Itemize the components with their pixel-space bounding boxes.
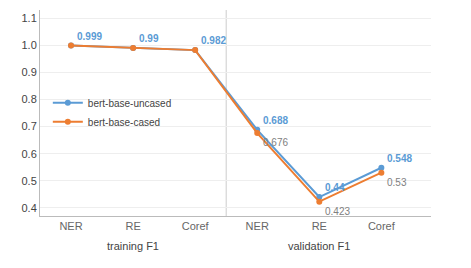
svg-text:0.99: 0.99 [139, 33, 159, 44]
svg-text:0.7: 0.7 [22, 120, 37, 132]
svg-text:0.4: 0.4 [22, 202, 37, 214]
svg-text:Coref: Coref [182, 220, 210, 232]
svg-text:0.676: 0.676 [263, 137, 288, 148]
svg-text:0.999: 0.999 [77, 31, 102, 42]
svg-text:0.53: 0.53 [387, 177, 407, 188]
svg-text:1.0: 1.0 [22, 39, 37, 51]
svg-text:0.44: 0.44 [325, 182, 345, 193]
svg-text:0.6: 0.6 [22, 148, 37, 160]
svg-text:NER: NER [246, 220, 269, 232]
svg-text:bert-base-uncased: bert-base-uncased [88, 98, 171, 109]
svg-text:0.982: 0.982 [201, 35, 226, 46]
svg-text:0.5: 0.5 [22, 175, 37, 187]
svg-text:0.9: 0.9 [22, 66, 37, 78]
svg-text:validation F1: validation F1 [288, 240, 350, 252]
svg-text:1.1: 1.1 [22, 12, 37, 24]
svg-text:0.548: 0.548 [387, 153, 412, 164]
svg-text:RE: RE [125, 220, 140, 232]
svg-text:0.8: 0.8 [22, 93, 37, 105]
svg-text:0.423: 0.423 [325, 206, 350, 217]
svg-text:RE: RE [312, 220, 327, 232]
svg-text:bert-base-cased: bert-base-cased [88, 117, 160, 128]
svg-text:0.688: 0.688 [263, 115, 288, 126]
svg-text:training F1: training F1 [107, 240, 159, 252]
svg-text:Coref: Coref [368, 220, 396, 232]
svg-text:NER: NER [59, 220, 82, 232]
